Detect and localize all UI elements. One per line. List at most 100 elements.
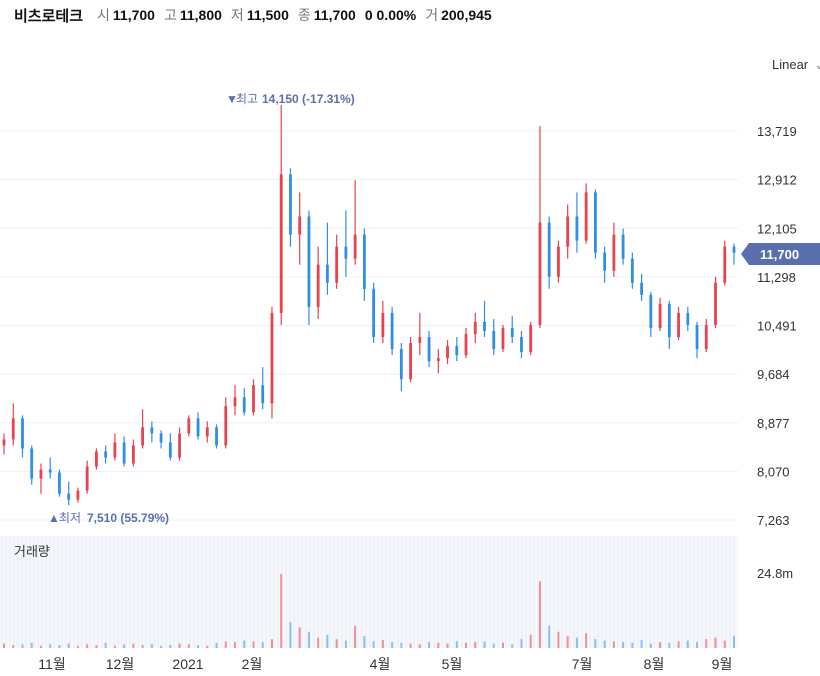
candle-body [695, 324, 699, 350]
candle [178, 427, 181, 461]
volume-bar [12, 645, 15, 648]
candle-body [686, 312, 690, 325]
candle [510, 315, 514, 344]
volume-bar [187, 644, 190, 648]
volume-bar [326, 634, 329, 648]
volume-bar [215, 642, 218, 648]
volume-bar [686, 640, 689, 648]
volume-bar [113, 645, 116, 648]
stock-name: 비츠로테크 [14, 7, 84, 25]
volume-bar [557, 631, 560, 648]
candle-body [575, 216, 579, 241]
volume-bar [243, 640, 246, 648]
candle [446, 340, 449, 365]
close-label: 종 [297, 7, 311, 23]
price-tick-label: 13,719 [757, 124, 797, 139]
high-annotation-marker: ▼ [226, 92, 238, 106]
volume-bar [123, 644, 126, 648]
candle-body [649, 294, 653, 328]
candle [76, 487, 80, 503]
volume-bar [234, 642, 237, 648]
volume-bar [409, 643, 412, 648]
candle-body [113, 442, 117, 458]
candle [390, 306, 394, 356]
candle-body [658, 303, 662, 328]
candle-body [566, 216, 570, 247]
volume-bar [76, 645, 79, 648]
high-label: 고 [163, 7, 177, 23]
candle [575, 192, 579, 253]
candle-body [159, 433, 163, 443]
candle-body [178, 433, 181, 458]
volume-bar [631, 642, 634, 648]
candle [695, 321, 699, 359]
candle [252, 379, 255, 416]
candle [316, 246, 320, 319]
candle-body [2, 439, 6, 446]
candle [593, 189, 597, 259]
high-annotation-label: 최고 [236, 92, 258, 106]
close-value: 11,700 [313, 7, 356, 23]
candle-body [353, 234, 357, 259]
volume-bar [677, 641, 680, 648]
chevron-down-icon[interactable]: ⌄ [814, 57, 820, 72]
candle [464, 327, 468, 359]
volume-bar [344, 640, 347, 648]
volume-bar [603, 640, 606, 648]
high-annotation-value: 14,150 (-17.31%) [262, 92, 355, 106]
candle-body [104, 451, 108, 458]
candle-body [473, 321, 477, 334]
volume-bar [354, 625, 357, 648]
volume-bar [298, 627, 301, 648]
candle-body [492, 330, 496, 350]
candle [436, 349, 440, 374]
candle [279, 105, 283, 325]
volume-bar [668, 642, 671, 648]
volume-bar [548, 625, 551, 648]
volume-bar [224, 641, 227, 648]
time-tick-label: 8월 [644, 656, 665, 672]
candle-body [196, 418, 200, 437]
price-tick-label: 8,070 [757, 464, 790, 479]
candle [409, 337, 412, 383]
low-annotation-marker: ▲ [48, 511, 60, 525]
candle [427, 330, 431, 368]
price-axis: 13,719 12,912 12,105 11,298 10,491 9,684 8,877… [757, 124, 797, 528]
candle [649, 291, 653, 338]
candle-body [362, 234, 366, 289]
candle-body [326, 264, 329, 283]
candle [215, 424, 218, 449]
candle-body [344, 246, 348, 259]
volume-bar [501, 642, 504, 648]
candle-body [640, 282, 643, 295]
volume-bar [649, 643, 652, 648]
price-tick-label: 7,263 [757, 513, 790, 528]
candle-body [483, 321, 486, 331]
candle [58, 469, 61, 497]
scale-selector[interactable]: Linear [772, 57, 809, 72]
candle-body [39, 469, 43, 479]
candle-body [76, 490, 80, 500]
candle-body [520, 337, 523, 353]
candle [289, 168, 292, 247]
candle-body [67, 493, 71, 500]
candle [224, 397, 228, 449]
candle [30, 445, 34, 485]
candle-body [85, 466, 89, 491]
candle-body [464, 333, 468, 356]
candle-body [538, 222, 542, 325]
volume-label: 거 [425, 7, 439, 23]
volume-bar [391, 642, 394, 648]
candle [353, 180, 357, 265]
candle-body [603, 252, 607, 271]
volume-bar [49, 644, 52, 648]
volume-bar [289, 622, 292, 648]
candle-body [131, 445, 135, 464]
candle-body [95, 451, 98, 467]
candle [104, 445, 108, 464]
candle [723, 240, 727, 286]
candle-body [593, 192, 597, 253]
candle [473, 312, 477, 344]
volume-bar [483, 641, 486, 648]
